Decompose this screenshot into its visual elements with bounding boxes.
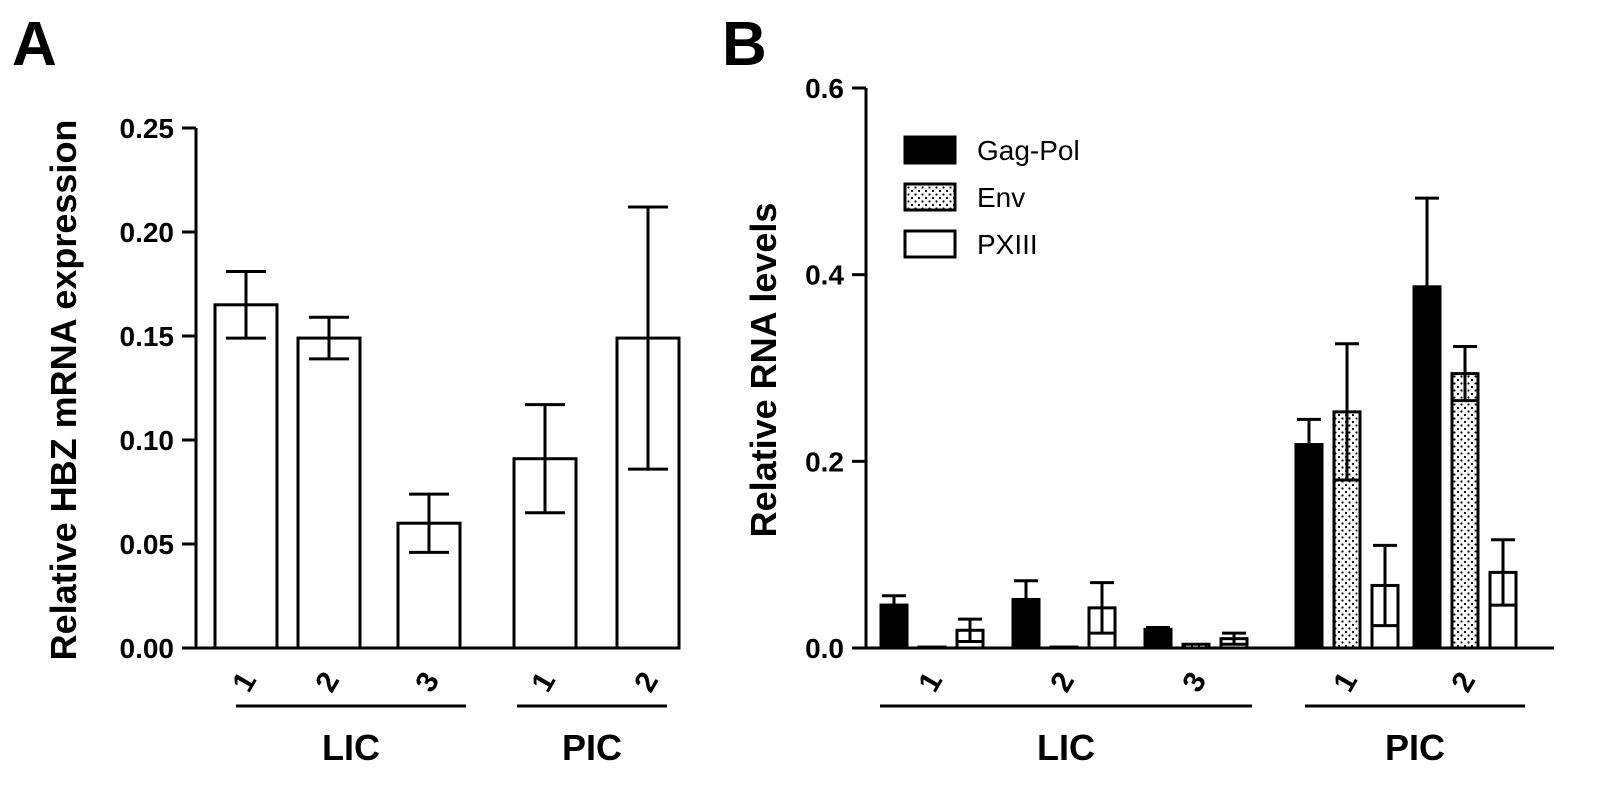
category-labels-a: 1 2 3 1 2	[226, 667, 665, 698]
legend-swatch	[903, 182, 957, 212]
bar	[1294, 443, 1324, 650]
bars-a	[213, 205, 681, 650]
category-tick-label: 2	[628, 667, 665, 698]
category-tick-label: 1	[525, 667, 562, 698]
category-tick-label: 2	[1044, 667, 1081, 698]
category-labels-b: 1 2 3 1 2	[912, 667, 1482, 698]
bar	[296, 336, 362, 650]
group-labels-b: LIC PIC	[880, 704, 1525, 768]
y-axis-ticks-a: 0.00 0.05 0.10 0.15 0.20 0.25	[120, 113, 196, 664]
y-tick-label: 0.6	[805, 73, 844, 104]
category-tick-label: 2	[1445, 667, 1482, 698]
bars-b	[879, 196, 1518, 650]
legend-label: Env	[977, 182, 1025, 213]
category-tick-label: 1	[912, 667, 949, 698]
bar	[1450, 372, 1480, 650]
group-labels-a: LIC PIC	[236, 704, 667, 768]
group-label: LIC	[322, 727, 380, 768]
y-tick-label: 0.10	[120, 425, 175, 456]
legend-label: PXIII	[977, 229, 1038, 260]
legend-swatch	[903, 135, 957, 165]
y-tick-label: 0.2	[805, 446, 844, 477]
y-tick-label: 0.0	[805, 633, 844, 664]
y-tick-label: 0.05	[120, 529, 175, 560]
y-axis-line-a	[194, 128, 680, 650]
legend: Gag-Pol Env PXIII	[903, 135, 1080, 260]
category-tick-label: 3	[409, 667, 446, 698]
category-tick-label: 2	[309, 667, 346, 698]
panel-letter-b: B	[722, 10, 767, 79]
panel-letter-a: A	[12, 10, 57, 79]
panel-b: B Relative RNA levels 0.0 0.2 0.4 0.6 1 2 3 1 2…	[722, 10, 1554, 768]
group-label: PIC	[1385, 727, 1445, 768]
y-tick-label: 0.25	[120, 113, 175, 144]
y-axis-ticks-b: 0.0 0.2 0.4 0.6	[805, 73, 866, 664]
y-axis-label-b: Relative RNA levels	[743, 203, 784, 538]
group-label: PIC	[562, 727, 622, 768]
y-tick-label: 0.15	[120, 321, 175, 352]
category-tick-label: 1	[226, 667, 263, 698]
legend-label: Gag-Pol	[977, 135, 1080, 166]
group-label: LIC	[1037, 727, 1095, 768]
y-axis-label-a: Relative HBZ mRNA expression	[43, 120, 84, 661]
panel-a: A Relative HBZ mRNA expression 0.000.050…	[12, 10, 681, 768]
y-tick-label: 0.00	[120, 633, 175, 664]
bar	[213, 303, 279, 650]
y-axis-line-b	[864, 88, 1554, 650]
category-tick-label: 1	[1327, 667, 1364, 698]
y-tick-label: 0.20	[120, 217, 175, 248]
y-tick-label: 0.4	[805, 260, 844, 291]
category-tick-label: 3	[1176, 667, 1213, 698]
legend-swatch	[903, 229, 957, 259]
